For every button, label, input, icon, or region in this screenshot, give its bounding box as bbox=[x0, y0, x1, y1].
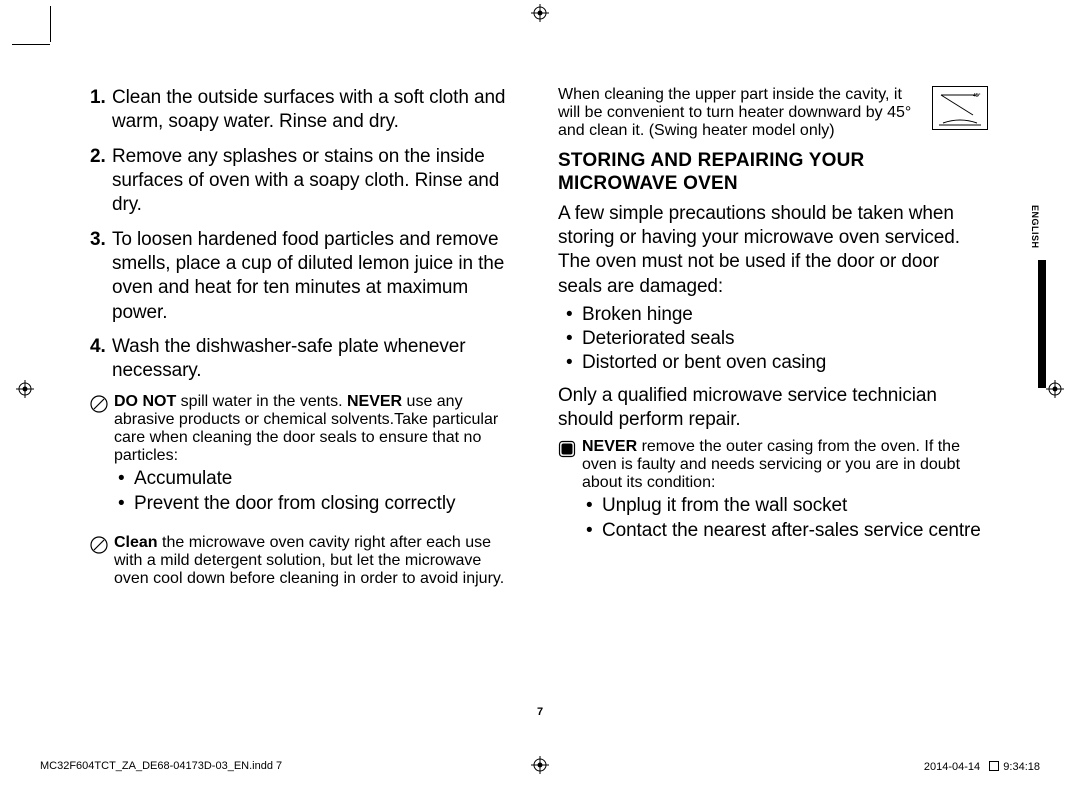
note-text: Clean the microwave oven cavity right af… bbox=[114, 534, 520, 588]
heater-diagram: 45° bbox=[932, 86, 988, 130]
language-label: ENGLISH bbox=[1030, 205, 1040, 249]
note-text: NEVER remove the outer casing from the o… bbox=[582, 438, 988, 551]
list-item: Deteriorated seals bbox=[582, 327, 988, 351]
section-heading: STORING AND REPAIRING YOUR MICROWAVE OVE… bbox=[558, 150, 988, 196]
intro-text: When cleaning the upper part inside the … bbox=[558, 86, 922, 140]
bullet-list: Unplug it from the wall socket Contact t… bbox=[582, 494, 988, 543]
caution-icon bbox=[90, 393, 114, 524]
left-column: 1.Clean the outside surfaces with a soft… bbox=[90, 86, 520, 598]
footer-time: 9:34:18 bbox=[1003, 761, 1040, 773]
list-item: Distorted or bent oven casing bbox=[582, 351, 988, 375]
caution-icon bbox=[90, 534, 114, 588]
text: spill water in the vents. bbox=[176, 393, 347, 410]
list-item: Contact the nearest after-sales service … bbox=[602, 519, 988, 543]
list-item: Unplug it from the wall socket bbox=[602, 494, 988, 518]
footer-filename: MC32F604TCT_ZA_DE68-04173D-03_EN.indd 7 bbox=[40, 760, 282, 773]
step-number: 2. bbox=[90, 145, 112, 218]
step-number: 3. bbox=[90, 228, 112, 325]
emphasis: Clean bbox=[114, 534, 158, 551]
list-item: 1.Clean the outside surfaces with a soft… bbox=[90, 86, 520, 135]
warning-icon bbox=[558, 438, 582, 551]
registration-mark-right bbox=[1046, 380, 1064, 398]
list-item: Accumulate bbox=[134, 467, 520, 491]
print-footer: MC32F604TCT_ZA_DE68-04173D-03_EN.indd 7 … bbox=[40, 760, 1040, 773]
text: remove the outer casing from the oven. I… bbox=[582, 438, 960, 491]
list-item: 4.Wash the dishwasher-safe plate wheneve… bbox=[90, 335, 520, 384]
list-item: Prevent the door from closing correctly bbox=[134, 492, 520, 516]
paragraph: A few simple precautions should be taken… bbox=[558, 202, 988, 299]
emphasis: DO NOT bbox=[114, 393, 176, 410]
text: the microwave oven cavity right after ea… bbox=[114, 534, 504, 587]
registration-mark-top bbox=[531, 4, 549, 22]
registration-mark-left bbox=[16, 380, 34, 398]
paragraph: Only a qualified microwave service techn… bbox=[558, 384, 988, 433]
footer-datetime: 2014-04-14 9:34:18 bbox=[924, 760, 1040, 773]
page-content: 1.Clean the outside surfaces with a soft… bbox=[90, 86, 990, 598]
step-text: Clean the outside surfaces with a soft c… bbox=[112, 86, 520, 135]
intro-row: When cleaning the upper part inside the … bbox=[558, 86, 988, 140]
list-item: 2.Remove any splashes or stains on the i… bbox=[90, 145, 520, 218]
page-number: 7 bbox=[0, 706, 1080, 718]
crop-mark-horizontal bbox=[12, 44, 50, 45]
caution-note: Clean the microwave oven cavity right af… bbox=[90, 534, 520, 588]
step-number: 1. bbox=[90, 86, 112, 135]
note-text: DO NOT spill water in the vents. NEVER u… bbox=[114, 393, 520, 524]
warning-note: NEVER remove the outer casing from the o… bbox=[558, 438, 988, 551]
emphasis: NEVER bbox=[347, 393, 402, 410]
emphasis: NEVER bbox=[582, 438, 637, 455]
crop-mark-vertical bbox=[50, 6, 51, 42]
clock-icon bbox=[989, 761, 999, 771]
bullet-list: Accumulate Prevent the door from closing… bbox=[114, 467, 520, 516]
diagram-label: 45° bbox=[973, 93, 981, 99]
tab-bar bbox=[1038, 260, 1046, 388]
step-text: Remove any splashes or stains on the ins… bbox=[112, 145, 520, 218]
footer-date: 2014-04-14 bbox=[924, 761, 980, 773]
list-item: Broken hinge bbox=[582, 303, 988, 327]
step-text: Wash the dishwasher-safe plate whenever … bbox=[112, 335, 520, 384]
language-tab: ENGLISH bbox=[1038, 190, 1048, 390]
cleaning-steps-list: 1.Clean the outside surfaces with a soft… bbox=[90, 86, 520, 383]
step-number: 4. bbox=[90, 335, 112, 384]
bullet-list: Broken hinge Deteriorated seals Distorte… bbox=[558, 303, 988, 376]
right-column: When cleaning the upper part inside the … bbox=[558, 86, 988, 598]
step-text: To loosen hardened food particles and re… bbox=[112, 228, 520, 325]
list-item: 3.To loosen hardened food particles and … bbox=[90, 228, 520, 325]
caution-note: DO NOT spill water in the vents. NEVER u… bbox=[90, 393, 520, 524]
